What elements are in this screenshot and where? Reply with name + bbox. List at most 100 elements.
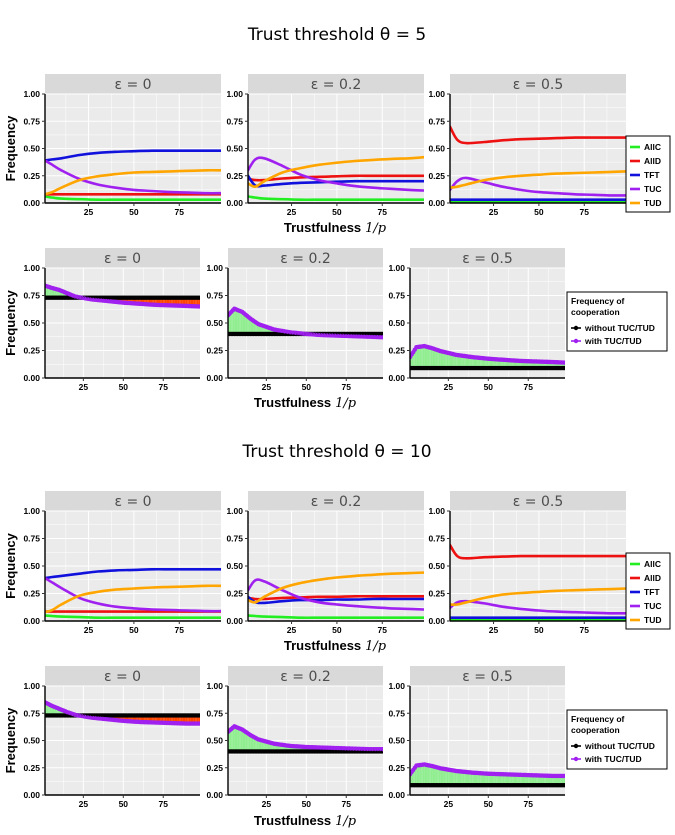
gain-area <box>485 358 487 369</box>
series-line-allc <box>45 195 221 202</box>
x-tick-label: 25 <box>84 207 94 217</box>
gain-area <box>244 730 246 752</box>
x-tick-label: 75 <box>175 207 185 217</box>
y-tick-label: 1.00 <box>388 681 405 691</box>
gain-area <box>261 740 264 752</box>
gain-area <box>443 351 446 369</box>
legend-item-label: AllD <box>644 156 661 166</box>
gain-area <box>515 774 518 786</box>
gain-area <box>440 768 442 786</box>
legend-strategies: AllC AllD TFT TUC TUD <box>625 552 671 630</box>
gain-area <box>531 775 533 786</box>
y-tick-label: 0.00 <box>428 198 445 208</box>
x-axis-title-word: Trustfulness <box>254 813 331 828</box>
gain-area <box>461 355 463 369</box>
x-tick-label: 50 <box>302 799 312 809</box>
gain-area <box>263 740 265 752</box>
gain-area <box>545 775 548 786</box>
plot-area <box>45 567 221 620</box>
gain-area <box>486 358 489 369</box>
gain-area <box>470 356 473 369</box>
gain-area <box>467 356 470 369</box>
point-with <box>380 747 383 752</box>
gain-area <box>465 356 468 369</box>
gain-area <box>461 771 463 786</box>
gain-area <box>231 310 233 334</box>
gain-area <box>437 349 439 369</box>
x-tick-label: 25 <box>262 799 272 809</box>
gain-area <box>523 774 526 786</box>
gain-area <box>427 765 430 786</box>
gain-area <box>537 775 540 786</box>
y-tick-label: 0.75 <box>23 534 40 544</box>
gain-area <box>442 768 444 786</box>
y-tick-label: 0.00 <box>226 198 243 208</box>
facet-strip <box>410 666 565 686</box>
gain-area <box>454 354 457 369</box>
gain-area <box>245 314 248 334</box>
x-tick-label: 50 <box>332 625 342 635</box>
gain-area <box>467 772 470 786</box>
legend-swatch-point <box>573 338 579 344</box>
gain-area <box>464 771 466 786</box>
gain-area <box>253 736 256 752</box>
gain-area <box>440 351 442 369</box>
gain-area <box>432 348 434 369</box>
facet-strip <box>45 248 200 268</box>
gain-area <box>491 359 494 369</box>
gain-area <box>462 355 465 369</box>
y-tick-label: 0.00 <box>428 616 445 626</box>
gain-area <box>464 356 466 369</box>
facet-label: ε = 0 <box>114 77 151 93</box>
facet-strip <box>248 74 424 94</box>
x-tick-label: 25 <box>287 207 297 217</box>
gain-area <box>534 775 537 786</box>
facet-label: ε = 0.2 <box>280 669 330 685</box>
legend-box <box>566 709 668 770</box>
gain-area <box>248 734 251 752</box>
x-axis-title-word: Trustfulness <box>284 638 361 653</box>
y-tick-label: 0.75 <box>206 708 223 718</box>
gain-area <box>429 765 431 786</box>
y-tick-label: 0.75 <box>226 116 243 126</box>
y-tick-label: 0.75 <box>388 708 405 718</box>
gain-area <box>486 773 489 786</box>
gain-area <box>483 358 486 369</box>
gain-area <box>438 767 441 786</box>
gain-area <box>231 727 233 752</box>
legend-title-line2: cooperation <box>571 307 620 317</box>
gain-area <box>521 774 524 786</box>
gain-area <box>46 703 49 716</box>
x-axis-title: Trustfulness 1/p <box>284 220 387 236</box>
legend-item-label: AllC <box>644 142 661 152</box>
gain-area <box>229 312 232 334</box>
y-tick-label: 0.75 <box>428 116 445 126</box>
y-axis-title: Frequency <box>3 707 18 774</box>
series-line-tud <box>450 170 626 189</box>
x-tick-label: 25 <box>444 382 454 392</box>
x-tick-label: 75 <box>580 625 590 635</box>
strategy-panel: ε = 0.2 25 50 75 0.00 0.25 0.50 0.75 1.00 <box>226 491 424 635</box>
gain-area <box>232 726 235 752</box>
y-tick-label: 0.50 <box>23 736 40 746</box>
gain-area <box>453 770 455 786</box>
facet-strip <box>228 248 383 268</box>
series-line-tuc <box>248 578 424 611</box>
point-with <box>197 304 200 309</box>
legend-swatch-point <box>573 756 579 762</box>
y-tick-label: 0.75 <box>428 534 445 544</box>
legend-item-label: TFT <box>644 587 660 597</box>
gain-area <box>248 317 251 334</box>
gain-area <box>430 765 433 786</box>
gain-area <box>557 775 559 786</box>
gain-area <box>477 773 479 786</box>
x-tick-label: 50 <box>534 625 544 635</box>
gain-area <box>448 353 450 369</box>
y-tick-label: 0.50 <box>226 561 243 571</box>
legend-swatch-point <box>573 325 579 331</box>
gain-area <box>260 739 262 752</box>
gain-area <box>457 771 460 786</box>
gain-area <box>485 773 487 786</box>
gain-area <box>560 775 562 786</box>
